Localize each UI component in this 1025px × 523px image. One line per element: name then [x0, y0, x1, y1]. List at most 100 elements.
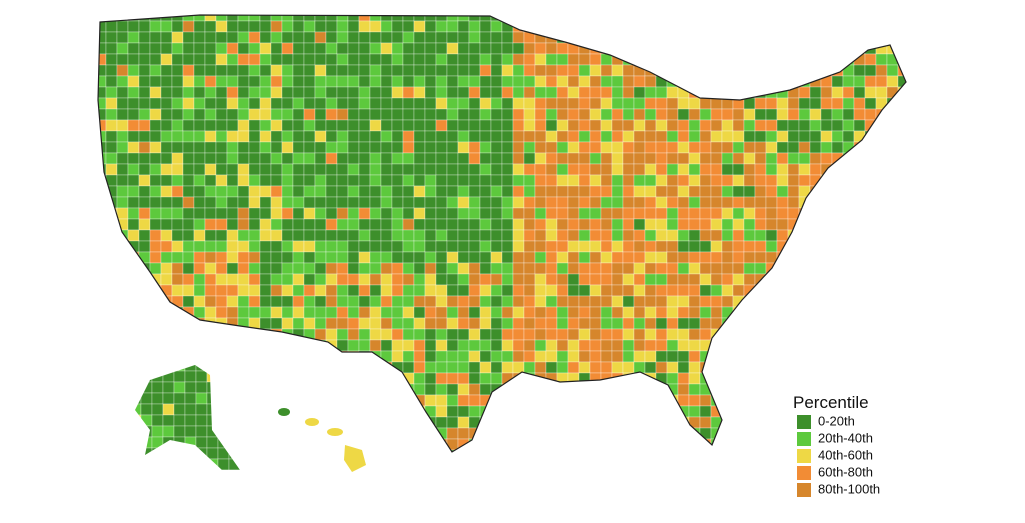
county [644, 53, 657, 66]
county [160, 262, 173, 275]
county [909, 109, 920, 120]
county [358, 427, 371, 440]
county [171, 207, 184, 220]
county [435, 251, 448, 264]
county [611, 152, 624, 165]
county [171, 339, 184, 352]
county [556, 185, 569, 198]
county [193, 42, 206, 55]
county [710, 152, 723, 165]
county [721, 273, 734, 286]
county [479, 152, 492, 165]
county [105, 64, 118, 77]
county [435, 31, 448, 44]
county [127, 229, 140, 242]
legend-swatch [797, 449, 811, 463]
county [105, 339, 118, 352]
county [358, 130, 371, 143]
county [193, 64, 206, 77]
county [864, 20, 877, 33]
county [754, 185, 767, 198]
county [336, 295, 349, 308]
county [875, 15, 888, 22]
county [710, 240, 723, 253]
county [116, 97, 129, 110]
county [820, 119, 833, 132]
county [886, 108, 899, 121]
county [886, 262, 899, 275]
county [292, 405, 305, 418]
county [204, 350, 217, 363]
county [204, 108, 217, 121]
county [468, 174, 481, 187]
county [655, 416, 668, 429]
county [204, 185, 217, 198]
county [754, 449, 767, 452]
county [776, 438, 789, 451]
county [710, 185, 723, 198]
county [171, 64, 184, 77]
county [545, 108, 558, 121]
county [633, 262, 646, 275]
county [567, 350, 580, 363]
county [127, 416, 140, 429]
county [754, 64, 767, 77]
county [721, 75, 734, 88]
county [413, 119, 426, 132]
county [886, 273, 899, 286]
county [886, 361, 899, 374]
county [281, 108, 294, 121]
county [259, 251, 272, 264]
county [523, 251, 536, 264]
county [765, 15, 778, 22]
county [501, 152, 514, 165]
county [347, 152, 360, 165]
county [116, 339, 129, 352]
county [875, 174, 888, 187]
county [842, 251, 855, 264]
county [831, 97, 844, 110]
borough [173, 381, 186, 394]
county [677, 196, 690, 209]
county [457, 141, 470, 154]
county [468, 86, 481, 99]
county [149, 229, 162, 242]
county [413, 416, 426, 429]
county [688, 185, 701, 198]
borough [184, 447, 197, 460]
county [556, 20, 569, 33]
county [248, 207, 261, 220]
county [512, 207, 525, 220]
borough [217, 370, 230, 383]
county [710, 273, 723, 286]
county [556, 273, 569, 286]
county [655, 108, 668, 121]
county [171, 284, 184, 297]
county [765, 405, 778, 418]
county [644, 416, 657, 429]
county [897, 405, 906, 418]
county [479, 284, 492, 297]
county [732, 273, 745, 286]
county [182, 20, 195, 33]
borough [239, 414, 240, 427]
county [292, 20, 305, 33]
county [149, 174, 162, 187]
county [776, 251, 789, 264]
county [655, 97, 668, 110]
county [270, 141, 283, 154]
county [369, 438, 382, 451]
county [204, 141, 217, 154]
county [490, 86, 503, 99]
county [281, 207, 294, 220]
county [534, 295, 547, 308]
county [677, 141, 690, 154]
county [468, 207, 481, 220]
county [303, 427, 316, 440]
county [886, 42, 899, 55]
county [743, 394, 756, 407]
county [215, 75, 228, 88]
county [402, 306, 415, 319]
county [666, 427, 679, 440]
county [182, 262, 195, 275]
